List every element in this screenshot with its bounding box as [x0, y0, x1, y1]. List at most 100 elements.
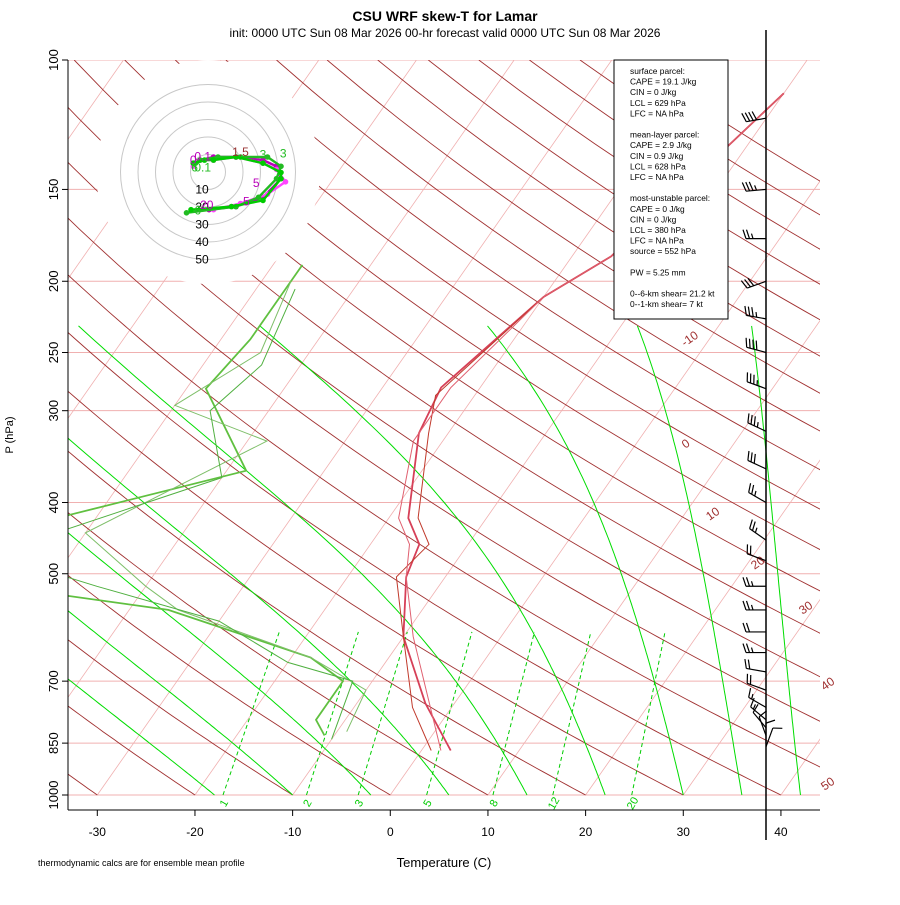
wind-barb-flag — [747, 577, 750, 586]
y-tick-label: 700 — [46, 670, 61, 692]
wind-barb-flag — [749, 483, 751, 492]
hodograph-ring-label: 50 — [195, 253, 209, 267]
wind-barb — [743, 644, 766, 653]
y-tick-label: 850 — [46, 732, 61, 754]
wind-barb — [743, 623, 766, 632]
mixing-ratio-lines — [223, 632, 665, 795]
mixing-ratio-line — [553, 632, 591, 795]
wind-barb-flag — [747, 623, 750, 632]
wind-barb-half-flag — [752, 581, 754, 586]
mixing-ratio-label: 20 — [625, 795, 642, 812]
wind-barb-shaft — [766, 728, 773, 747]
isotherm-line — [879, 60, 900, 795]
isotherm-label: 40 — [818, 674, 837, 693]
wind-barb-flag — [743, 577, 746, 586]
x-tick-label: 10 — [481, 825, 495, 839]
hodograph-point — [188, 207, 194, 213]
wind-barb-flag — [751, 452, 752, 461]
hodograph-label: 5 — [253, 176, 260, 190]
x-tick-label: 0 — [387, 825, 394, 839]
hodograph-ring-label: 10 — [195, 183, 209, 197]
wind-barb — [746, 338, 766, 353]
wind-barb — [749, 483, 766, 502]
legend-line: LCL = 628 hPa — [630, 161, 686, 171]
hodograph-label: 1.5 — [232, 145, 249, 159]
wind-barb-half-flag — [752, 694, 753, 699]
mixing-ratio-label: 5 — [421, 798, 434, 809]
wind-barb — [750, 520, 766, 541]
chart-subtitle: init: 0000 UTC Sun 08 Mar 2026 00-hr for… — [230, 26, 661, 40]
wind-barbs — [741, 30, 782, 840]
isotherm-label: 30 — [796, 598, 815, 617]
wind-barb — [743, 577, 766, 586]
wind-barb-flag — [751, 415, 752, 424]
hodograph-label: 3 — [280, 147, 287, 161]
wind-barb-flag — [753, 340, 754, 349]
wind-barb-flag — [749, 688, 751, 697]
x-axis-label: Temperature (C) — [397, 855, 492, 870]
wind-barb-flag — [752, 522, 755, 531]
legend-line: CIN = 0.9 J/kg — [630, 151, 684, 161]
y-tick-label: 400 — [46, 492, 61, 514]
hodograph-point — [278, 164, 284, 170]
isotherm-label: 10 — [703, 504, 722, 523]
y-axis-label: P (hPa) — [4, 416, 16, 453]
wind-barb-flag — [747, 601, 750, 610]
legend-line: most-unstable parcel: — [630, 193, 710, 203]
legend-line: LFC = NA hPa — [630, 172, 684, 182]
hodograph-point — [278, 176, 284, 182]
mixing-ratio-label: 1 — [218, 798, 231, 809]
isotherm-label: -10 — [679, 328, 702, 350]
wind-barb-flag — [748, 307, 749, 316]
wind-barb — [747, 674, 766, 690]
legend-line: LCL = 629 hPa — [630, 98, 686, 108]
isotherm-label: 50 — [818, 774, 837, 793]
hodograph-label: 3 — [260, 148, 267, 162]
moist-adiabat-line — [488, 326, 684, 795]
wind-barb-flag — [749, 339, 750, 348]
wind-barb-half-flag — [755, 491, 756, 496]
y-tick-label: 500 — [46, 563, 61, 585]
wind-barb-flag — [745, 659, 746, 668]
isotherm-line — [781, 60, 900, 795]
y-tick-label: 250 — [46, 342, 61, 364]
wind-barb — [743, 230, 766, 239]
wind-barb-flag — [756, 341, 757, 350]
wind-barb-flag — [747, 644, 750, 653]
legend-line: CIN = 0 J/kg — [630, 87, 677, 97]
mixing-ratio-label: 8 — [488, 798, 501, 809]
wind-barb — [745, 659, 766, 672]
wind-barb-flag — [752, 485, 754, 494]
footnote: thermodynamic calcs are for ensemble mea… — [38, 858, 245, 868]
x-tick-label: 40 — [774, 825, 788, 839]
hodograph-label: 0.1 — [194, 160, 211, 174]
legend-line: LFC = NA hPa — [630, 108, 684, 118]
mixing-ratio-label: 12 — [546, 795, 563, 812]
wind-barb — [745, 306, 766, 319]
mixing-ratio-line — [358, 632, 407, 795]
hodograph-label: 5 — [243, 194, 250, 208]
hodograph-ring-label: 30 — [195, 218, 209, 232]
wind-barb-flag — [745, 306, 746, 315]
x-tick-label: -10 — [284, 825, 302, 839]
hodograph-ring-label: 40 — [195, 235, 209, 249]
wind-barb-flag — [743, 230, 746, 239]
wind-barb-half-flag — [756, 312, 757, 317]
wind-barb-flag — [748, 413, 749, 422]
wind-barb — [748, 451, 766, 469]
legend-line: source = 552 hPa — [630, 246, 696, 256]
mixing-ratio-label: 3 — [353, 798, 366, 809]
isotherm-line — [293, 60, 808, 795]
legend-line: surface parcel: — [630, 66, 685, 76]
wind-barb-flag — [743, 644, 746, 653]
dry-adiabat-line — [226, 60, 900, 795]
legend-line: PW = 5.25 mm — [630, 267, 686, 277]
legend-line: CAPE = 19.1 J/kg — [630, 77, 697, 87]
wind-barb-half-flag — [752, 605, 754, 610]
wind-barb-flag — [748, 660, 749, 669]
legend-line: mean-layer parcel: — [630, 130, 699, 140]
wind-barb — [766, 720, 775, 743]
